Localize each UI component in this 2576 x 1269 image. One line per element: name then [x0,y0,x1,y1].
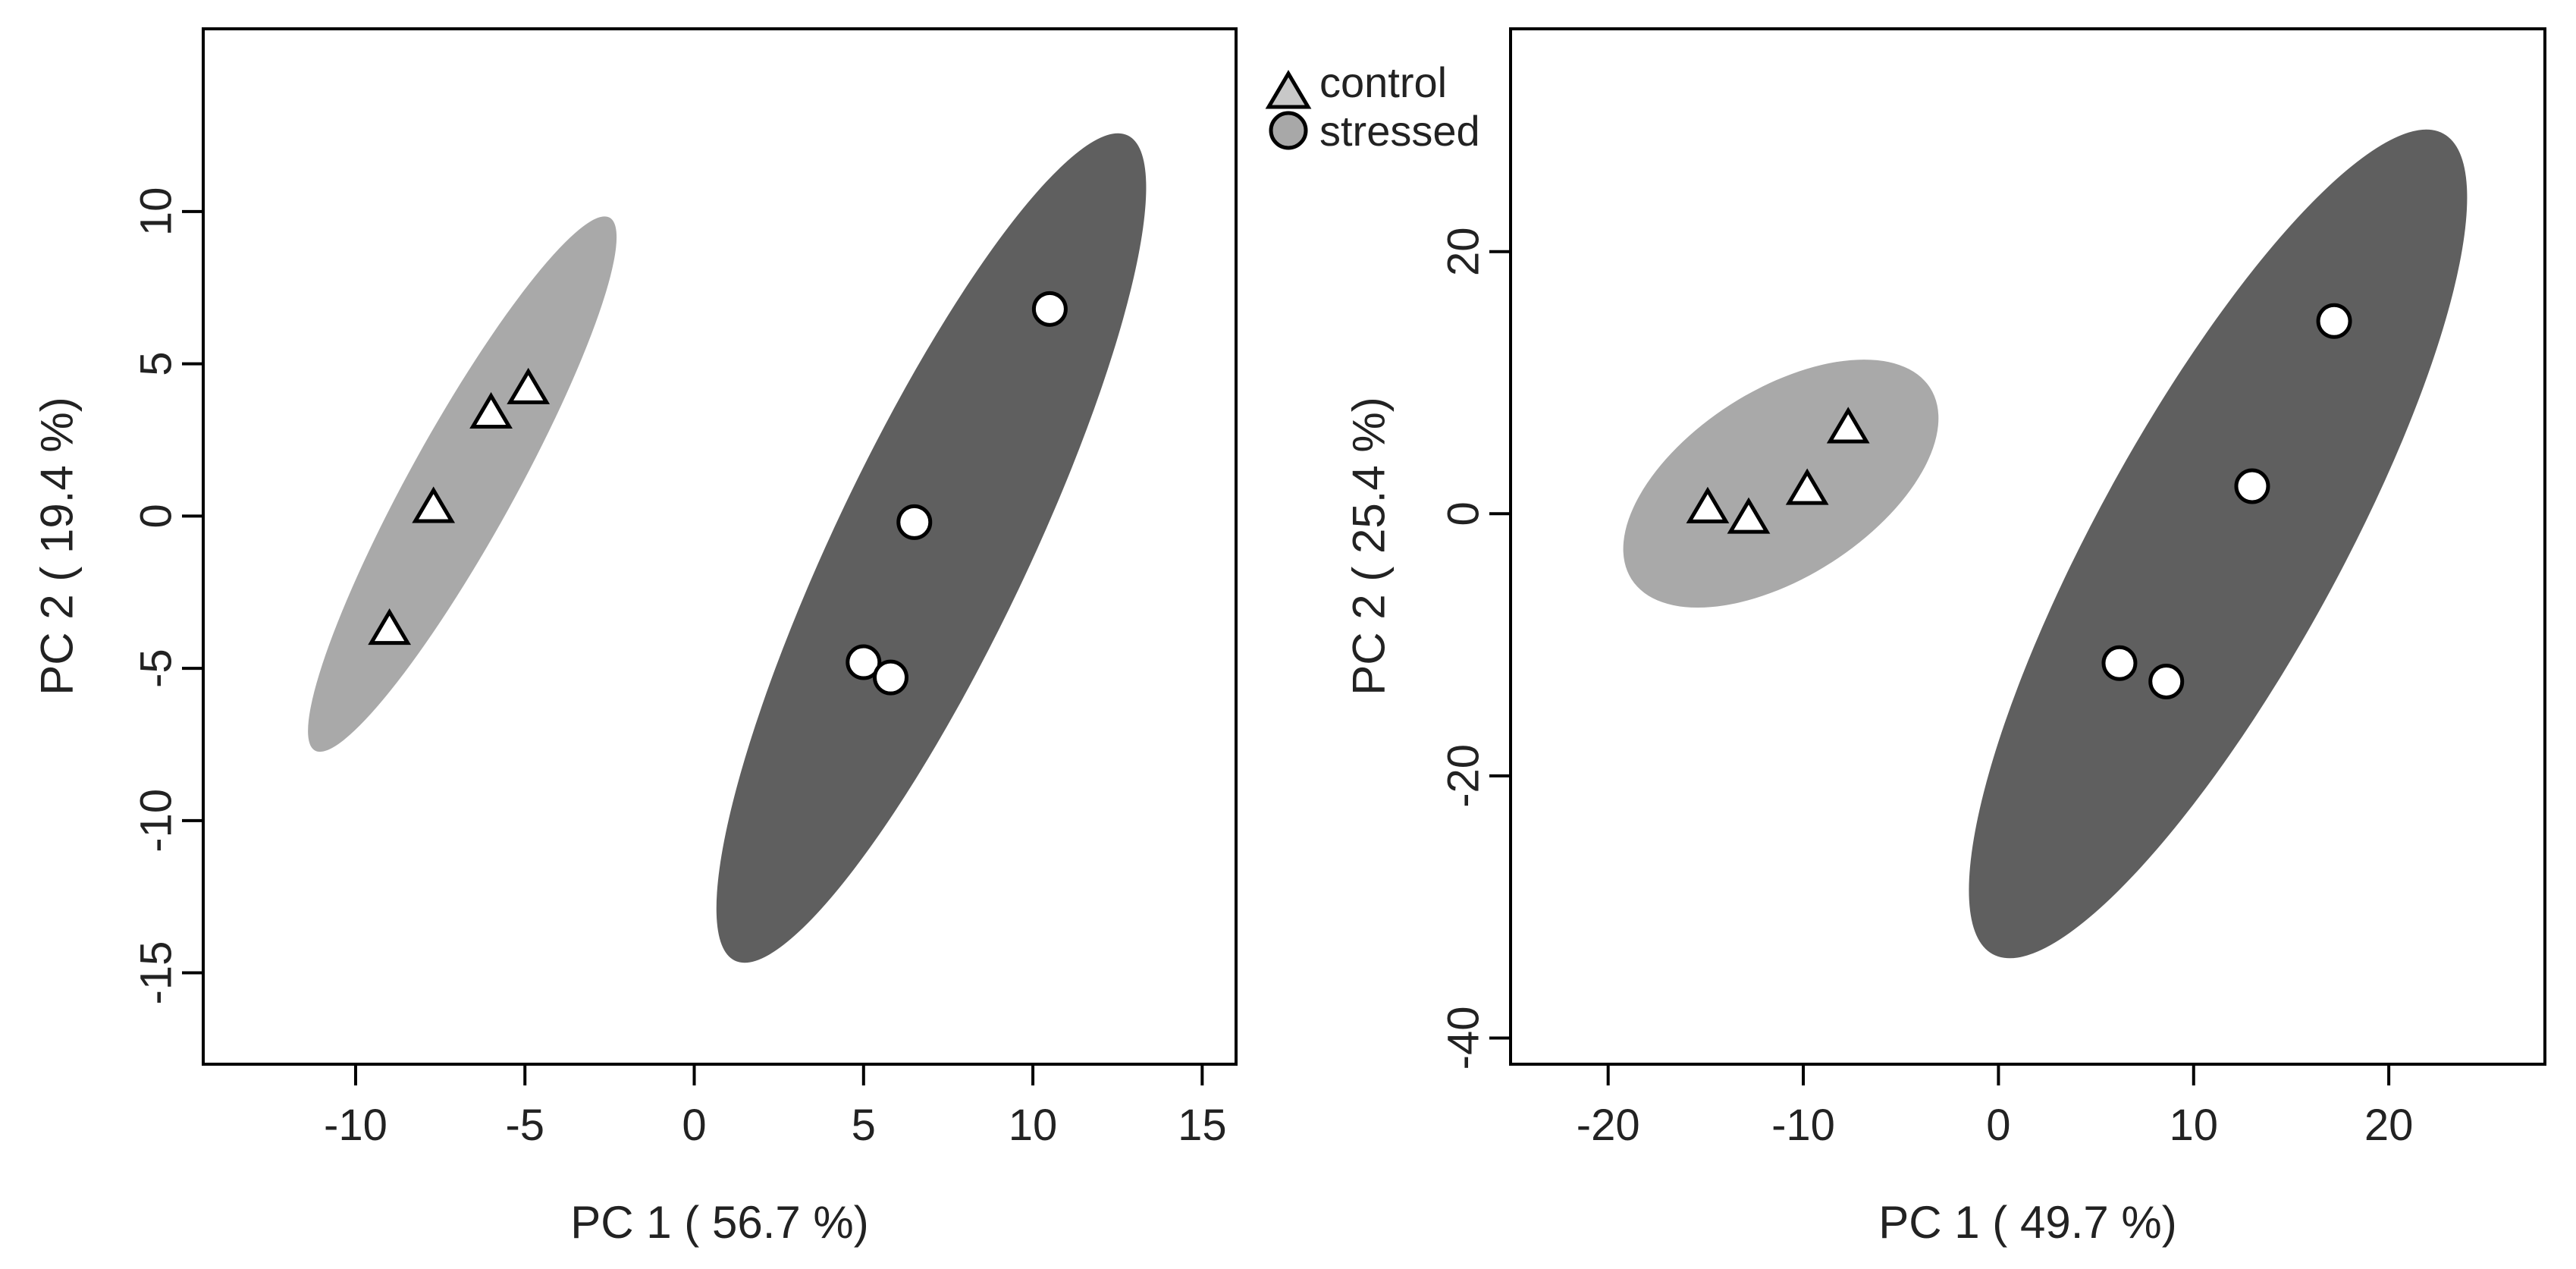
x-tick-label: 0 [1986,1101,2010,1150]
x-tick-label: -10 [1771,1101,1835,1150]
right-pca-panel: -20 -10 0 10 20 -40 -20 0 20 PC 1 ( 49.7 %) PC 2 (… [1344,27,2546,1248]
x-tick-label: 10 [2169,1101,2218,1150]
stressed-point [2316,303,2352,339]
x-tick-label: -5 [505,1101,544,1150]
control-point [507,367,551,404]
y-tick-label: 10 [132,187,181,237]
control-point [1727,497,1771,534]
x-tick-label: 20 [2364,1101,2414,1150]
stressed-confidence-ellipse [1969,129,2468,959]
control-point [368,608,411,645]
legend-label-stressed: stressed [1319,107,1480,155]
stressed-point [896,504,933,540]
y-axis-title: PC 2 ( 25.4 %) [1344,397,1395,696]
plot-frame [1509,27,2546,1066]
control-point [412,486,456,523]
control-confidence-ellipse [1623,360,1939,608]
x-tick-label: 5 [852,1101,876,1150]
y-tick-label: 20 [1439,227,1489,276]
control-point [1686,486,1730,523]
stressed-point [2148,663,2185,699]
control-confidence-ellipse [308,216,617,752]
y-axis-title: PC 2 ( 19.4 %) [32,397,83,696]
stressed-point [2101,645,2138,681]
legend-triangle-marker [1265,70,1312,109]
legend-label-control: control [1319,58,1447,106]
stressed-point [1031,291,1068,327]
x-tick-label: 0 [682,1101,706,1150]
control-point [469,391,513,429]
x-tick-label: -20 [1577,1101,1640,1150]
left-pca-panel: -10 -5 0 5 10 15 -15 -10 -5 0 5 10 PC 1 ( 56.7 %) PC … [32,27,1238,1248]
stressed-confidence-ellipse [716,133,1147,963]
stressed-point [846,644,882,680]
control-point [1785,468,1829,505]
y-tick-label: -40 [1439,1007,1489,1070]
y-tick-label: -20 [1439,744,1489,808]
y-tick-label: -15 [132,941,181,1005]
stressed-point [2234,468,2270,504]
x-tick-label: 15 [1178,1101,1227,1150]
plot-frame [202,27,1238,1066]
x-tick-label: 10 [1009,1101,1058,1150]
y-tick-label: -5 [132,649,181,688]
y-tick-label: 0 [1439,501,1489,526]
x-axis-title: PC 1 ( 56.7 %) [570,1197,869,1248]
y-tick-label: 0 [132,504,181,528]
legend-circle-marker [1269,111,1308,150]
x-axis-title: PC 1 ( 49.7 %) [1878,1197,2177,1248]
stressed-point [873,659,909,696]
y-tick-label: 5 [132,351,181,375]
y-tick-label: -10 [132,789,181,853]
control-point [1826,407,1870,444]
x-tick-label: -10 [324,1101,387,1150]
legend: control stressed [1265,58,1480,155]
